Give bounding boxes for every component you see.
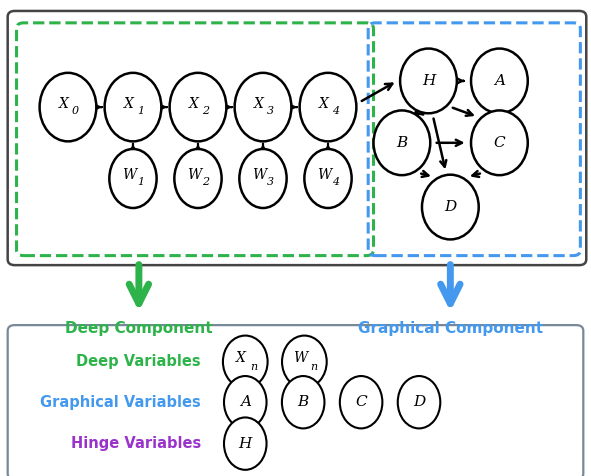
Text: X: X: [319, 97, 329, 111]
Text: X: X: [254, 97, 264, 111]
Text: Graphical Component: Graphical Component: [358, 321, 543, 337]
Text: 1: 1: [137, 177, 144, 188]
Text: C: C: [355, 395, 367, 409]
Text: B: B: [396, 136, 408, 150]
Ellipse shape: [340, 376, 382, 428]
Text: W: W: [252, 168, 266, 182]
Text: B: B: [297, 395, 309, 409]
Text: Hinge Variables: Hinge Variables: [71, 436, 201, 451]
Text: X: X: [124, 97, 134, 111]
Ellipse shape: [374, 110, 430, 175]
Text: W: W: [122, 168, 136, 182]
Text: D: D: [444, 200, 456, 214]
Text: W: W: [293, 351, 307, 366]
Text: 0: 0: [72, 106, 79, 116]
Text: 2: 2: [202, 106, 209, 116]
Text: W: W: [317, 168, 331, 182]
Ellipse shape: [235, 73, 291, 141]
Ellipse shape: [105, 73, 161, 141]
Ellipse shape: [282, 336, 327, 388]
Text: D: D: [413, 395, 425, 409]
Ellipse shape: [300, 73, 356, 141]
Ellipse shape: [471, 110, 528, 175]
Ellipse shape: [223, 336, 268, 388]
Ellipse shape: [398, 376, 440, 428]
Text: 1: 1: [137, 106, 144, 116]
Text: Graphical Variables: Graphical Variables: [40, 395, 201, 410]
Ellipse shape: [471, 49, 528, 113]
Text: H: H: [422, 74, 435, 88]
Text: Deep Variables: Deep Variables: [76, 354, 201, 369]
Text: A: A: [494, 74, 505, 88]
FancyBboxPatch shape: [8, 325, 583, 476]
Text: W: W: [187, 168, 201, 182]
Text: X: X: [189, 97, 199, 111]
Ellipse shape: [282, 376, 324, 428]
Ellipse shape: [422, 175, 479, 239]
Ellipse shape: [40, 73, 96, 141]
Ellipse shape: [304, 149, 352, 208]
Ellipse shape: [400, 49, 457, 113]
Ellipse shape: [224, 376, 267, 428]
Text: X: X: [59, 97, 69, 111]
Text: n: n: [250, 361, 257, 372]
Text: Deep Component: Deep Component: [65, 321, 213, 337]
Text: n: n: [310, 361, 317, 372]
Text: X: X: [236, 351, 246, 366]
Ellipse shape: [109, 149, 157, 208]
Ellipse shape: [224, 417, 267, 470]
Text: 3: 3: [267, 106, 274, 116]
Text: C: C: [493, 136, 505, 150]
Ellipse shape: [170, 73, 226, 141]
Text: H: H: [239, 436, 252, 451]
FancyBboxPatch shape: [8, 11, 586, 265]
Text: 2: 2: [202, 177, 209, 188]
Text: A: A: [240, 395, 251, 409]
Text: 3: 3: [267, 177, 274, 188]
Text: 4: 4: [332, 177, 339, 188]
Text: 4: 4: [332, 106, 339, 116]
Ellipse shape: [174, 149, 222, 208]
Ellipse shape: [239, 149, 287, 208]
